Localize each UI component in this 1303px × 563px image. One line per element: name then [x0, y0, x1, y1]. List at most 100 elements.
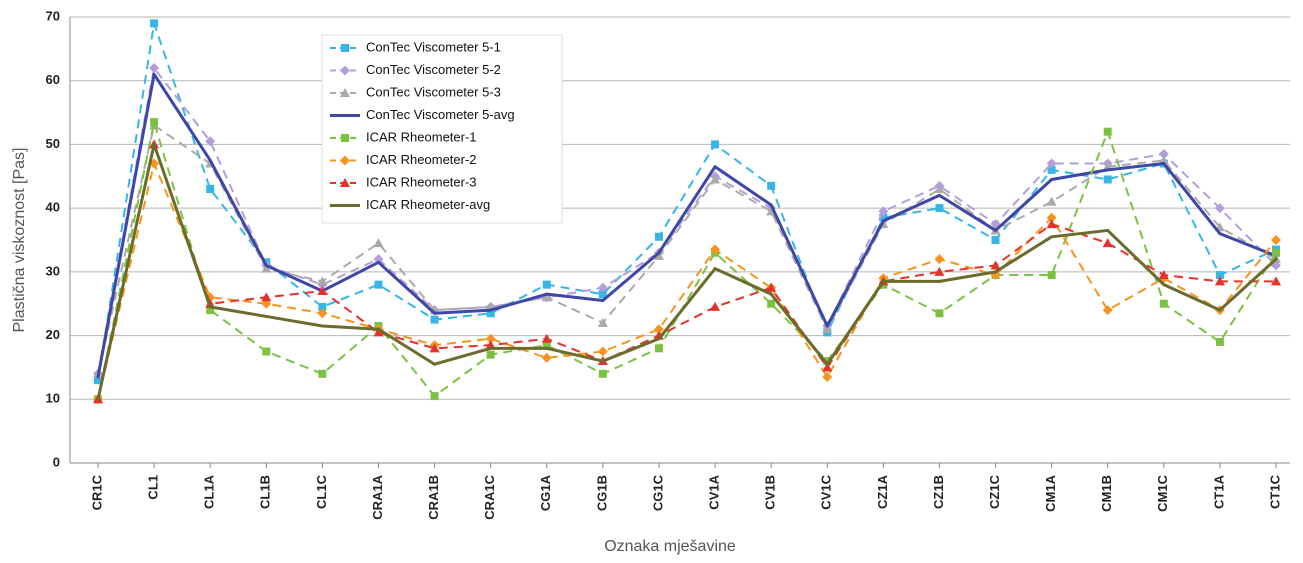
legend-label: ICAR Rheometer-2 [366, 152, 477, 167]
marker [373, 238, 384, 248]
point [1050, 235, 1054, 239]
x-tick-label: CZ1A [875, 474, 890, 509]
marker [205, 136, 216, 147]
marker [823, 357, 832, 366]
marker [653, 250, 664, 260]
legend-marker [340, 88, 350, 97]
marker [317, 276, 328, 286]
series-line [96, 72, 1277, 378]
y-tick-label: 40 [46, 200, 60, 215]
x-tick-label: CL1A [202, 474, 217, 509]
marker [373, 254, 384, 265]
marker [597, 346, 608, 357]
point [657, 337, 661, 341]
marker [934, 184, 945, 194]
legend-marker [341, 134, 349, 142]
marker [542, 280, 551, 289]
point [545, 292, 549, 296]
legend-label: ICAR Rheometer-1 [366, 129, 477, 144]
marker [542, 341, 551, 350]
x-tick-label: CV1C [819, 474, 834, 509]
x-tick-label: CZ1C [987, 474, 1002, 509]
marker [1046, 158, 1057, 169]
marker [710, 174, 721, 184]
marker [934, 254, 945, 265]
marker [1214, 276, 1225, 286]
point [713, 165, 717, 169]
marker [318, 369, 327, 378]
point [937, 279, 941, 283]
marker [1215, 271, 1224, 280]
marker [541, 292, 552, 302]
point [208, 158, 212, 162]
series-line [97, 22, 1277, 381]
marker [150, 19, 159, 28]
marker [1159, 299, 1168, 308]
series-line [97, 162, 1277, 400]
point [264, 314, 268, 318]
marker [1158, 148, 1169, 159]
x-tick-label: CR1C [89, 474, 104, 510]
x-tick-label: CRA1A [370, 474, 385, 519]
y-axis-title: Plastična viskoznost [Pas] [11, 148, 28, 333]
y-tick-label: 60 [46, 72, 60, 87]
marker [991, 236, 1000, 244]
marker [935, 309, 944, 318]
marker [598, 369, 607, 378]
marker [318, 302, 327, 311]
marker [879, 213, 888, 222]
marker [1158, 270, 1169, 280]
x-tick-label: CL1B [258, 475, 273, 509]
marker [430, 315, 439, 324]
point [769, 292, 773, 296]
point [96, 375, 100, 379]
marker [1047, 271, 1056, 280]
marker [1102, 238, 1113, 248]
marker [1103, 175, 1112, 184]
y-tick-label: 70 [46, 8, 60, 23]
marker [710, 244, 721, 255]
marker [206, 185, 215, 194]
point [994, 270, 998, 274]
point [1218, 232, 1222, 236]
legend-label: ConTec Viscometer 5-1 [366, 39, 501, 54]
point [376, 260, 380, 264]
point [208, 305, 212, 309]
marker [94, 376, 102, 385]
point [1162, 162, 1166, 166]
marker [1271, 235, 1281, 245]
marker [317, 285, 328, 295]
marker [485, 333, 496, 344]
point [1106, 228, 1110, 232]
x-tick-label: CL1C [314, 474, 329, 509]
legend-label: ConTec Viscometer 5-2 [366, 62, 501, 77]
marker [934, 266, 945, 276]
marker [710, 301, 721, 311]
x-tick-label: CZ1B [931, 475, 946, 509]
point [433, 311, 437, 315]
marker [150, 118, 159, 127]
marker [1046, 219, 1057, 229]
marker [1102, 305, 1113, 316]
x-tick-label: CM1B [1099, 475, 1114, 512]
point [152, 72, 156, 76]
marker [654, 232, 663, 241]
x-tick-label: CG1C [650, 474, 665, 511]
legend-marker [340, 178, 350, 187]
marker [935, 204, 944, 213]
point [376, 327, 380, 331]
series-line [97, 124, 1277, 375]
series-line [97, 66, 1277, 374]
marker [598, 290, 607, 299]
y-tick-label: 30 [46, 263, 60, 278]
x-tick-label: CRA1C [482, 474, 497, 519]
point [320, 324, 324, 328]
x-tick-label: CG1B [594, 475, 609, 511]
marker [990, 260, 1001, 270]
point [1050, 177, 1054, 181]
point [433, 362, 437, 366]
marker [1214, 203, 1225, 214]
marker [374, 280, 383, 289]
marker [767, 299, 776, 308]
legend-label: ICAR Rheometer-avg [366, 197, 490, 212]
